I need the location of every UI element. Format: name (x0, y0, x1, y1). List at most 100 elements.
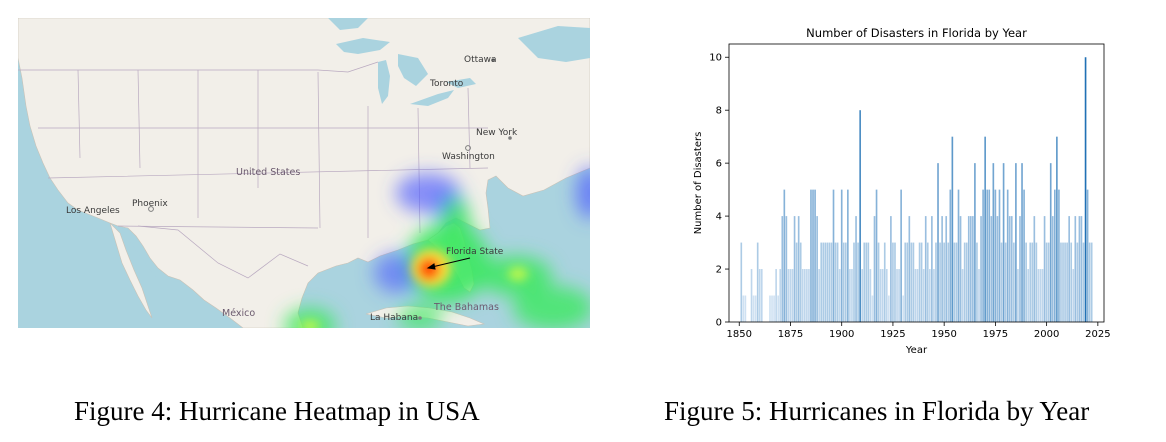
bar-1891 (822, 242, 825, 322)
bar-1944 (931, 216, 933, 322)
chart-title: Number of Disasters in Florida by Year (806, 26, 1027, 40)
bar-1889 (818, 269, 820, 322)
disasters-bar-chart: Number of Disasters in Florida by Year 1… (688, 18, 1128, 363)
bar-1903 (847, 189, 849, 322)
bar-1938 (918, 242, 921, 322)
bar-1995 (1035, 242, 1038, 322)
city-dot-ottawa (491, 58, 495, 62)
bar-1955 (953, 242, 956, 322)
bar-1925 (892, 242, 894, 322)
figure-4-caption: Figure 4: Hurricane Heatmap in USA (74, 396, 480, 426)
bar-1906 (853, 242, 855, 322)
bar-1888 (816, 216, 818, 322)
bar-1975 (994, 189, 997, 322)
bar-1935 (912, 242, 915, 322)
bar-1957 (957, 189, 960, 322)
label-united-states: United States (236, 167, 300, 178)
x-tick-label: 1850 (727, 329, 752, 340)
city-dot-la-habana (418, 316, 422, 320)
bar-1908 (857, 242, 859, 322)
label-los-angeles: Los Angeles (66, 206, 120, 216)
bar-2021 (1088, 242, 1091, 322)
bar-1971 (986, 189, 989, 322)
bar-1946 (935, 242, 937, 322)
heat-core-red (418, 258, 440, 280)
bar-1949 (941, 216, 943, 322)
lake-ontario (446, 78, 476, 88)
bar-1884 (808, 269, 810, 322)
city-markers (148, 58, 512, 320)
city-dot-new-york (508, 136, 512, 140)
bar-1924 (890, 216, 892, 322)
bar-1951 (945, 216, 948, 322)
bar-1923 (888, 295, 890, 322)
bar-1899 (838, 269, 841, 322)
x-tick-label: 1975 (983, 329, 1008, 340)
bar-1869 (777, 295, 779, 322)
x-tick-label: 2000 (1034, 329, 1059, 340)
bar-1901 (842, 242, 845, 322)
bar-2006 (1058, 189, 1060, 322)
bar-1904 (849, 269, 851, 322)
bar-1881 (801, 269, 804, 322)
label-la-habana: La Habana (370, 313, 418, 323)
bar-1857 (752, 295, 755, 322)
bar-1990 (1025, 242, 1027, 322)
bar-2010 (1066, 242, 1068, 322)
bar-1970 (984, 136, 986, 322)
bar-1927 (896, 269, 898, 322)
bar-1993 (1031, 242, 1034, 322)
bar-1967 (978, 269, 980, 322)
bar-1876 (791, 269, 794, 322)
label-toronto: Toronto (429, 79, 464, 89)
bar-1860 (758, 269, 761, 322)
bar-1986 (1017, 269, 1019, 322)
heat-blob-gulf-west (374, 253, 422, 293)
bar-1902 (844, 242, 847, 322)
bar-1893 (826, 242, 829, 322)
bar-1874 (787, 269, 790, 322)
bar-1933 (908, 216, 911, 322)
bar-1961 (965, 242, 968, 322)
bar-2022 (1090, 242, 1093, 322)
bar-1989 (1023, 189, 1025, 322)
x-axis-ticks: 1850 1875 1900 1925 1950 1975 2000 2025 (727, 322, 1111, 340)
bar-1972 (988, 189, 991, 322)
bar-2014 (1074, 216, 1077, 322)
bar-1894 (828, 242, 831, 322)
figure-5-caption: Figure 5: Hurricanes in Florida by Year (664, 396, 1090, 426)
hudson-bay-edge (328, 18, 368, 30)
lake-erie (410, 90, 454, 106)
florida-arrow (426, 257, 471, 270)
bar-1960 (963, 242, 966, 322)
chart-canvas: Number of Disasters in Florida by Year 1… (693, 26, 1111, 356)
bar-2020 (1086, 189, 1089, 322)
bar-1969 (982, 189, 984, 322)
bar-1996 (1037, 269, 1040, 322)
bar-1892 (824, 242, 827, 322)
bar-1980 (1004, 242, 1007, 322)
bar-1917 (875, 189, 878, 322)
y-tick-label: 4 (716, 212, 722, 223)
bar-1875 (789, 269, 792, 322)
heat-core-atlantic-yellow (508, 267, 528, 281)
map-canvas: Ottawa Toronto New York Washington Unite… (18, 18, 590, 328)
label-new-york: New York (476, 128, 518, 138)
bar-2003 (1051, 216, 1054, 322)
bar-1861 (760, 269, 763, 322)
bar-1871 (781, 216, 784, 322)
label-bahamas: The Bahamas (433, 302, 499, 313)
bar-1973 (990, 216, 993, 322)
bar-1977 (998, 189, 1001, 322)
bar-1920 (881, 269, 884, 322)
bar-1916 (873, 216, 876, 322)
bar-1968 (980, 216, 982, 322)
bar-1913 (867, 242, 870, 322)
bar-1872 (783, 189, 786, 322)
bar-1878 (795, 242, 798, 322)
bar-1886 (812, 189, 814, 322)
bar-1880 (799, 242, 802, 322)
bar-1865 (769, 295, 771, 322)
bar-1985 (1015, 163, 1017, 322)
bar-1997 (1039, 269, 1042, 322)
